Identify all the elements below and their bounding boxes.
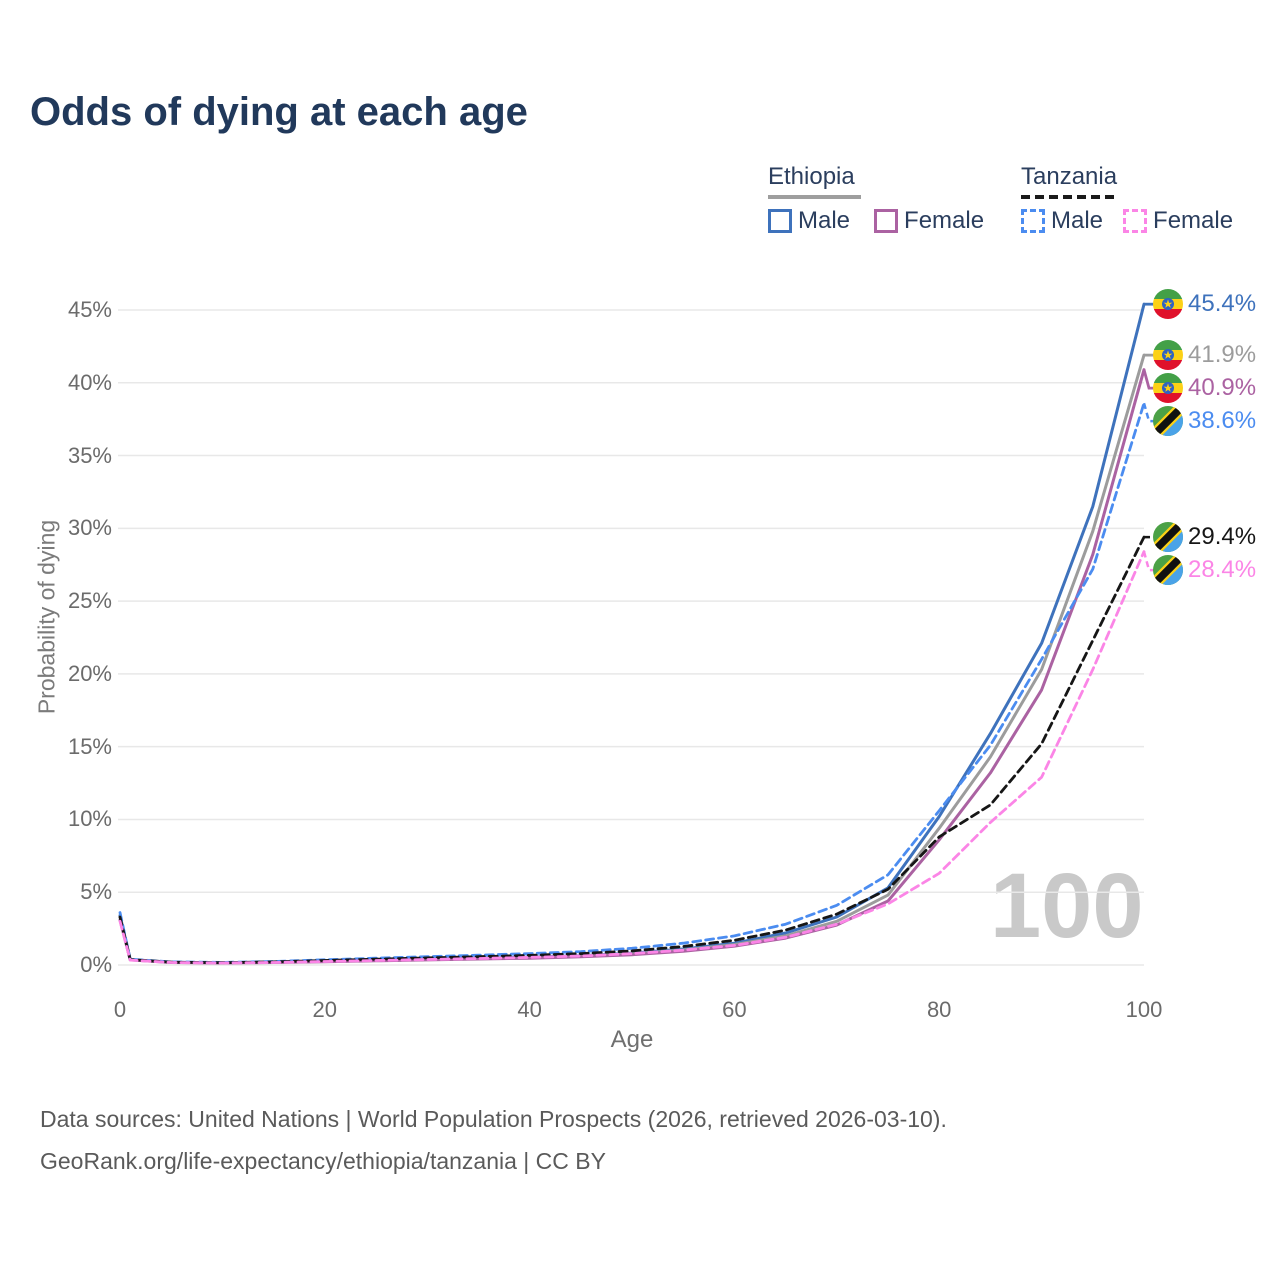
y-tick-label: 5% xyxy=(80,879,112,905)
end-label-tanzania-both: 29.4% xyxy=(1153,522,1257,553)
x-axis-title: Age xyxy=(610,1026,654,1053)
end-label-ethiopia-both: 41.9% xyxy=(1153,340,1257,371)
x-tick-label: 80 xyxy=(926,997,952,1022)
y-tick-label: 15% xyxy=(67,733,112,759)
age-watermark: 100 xyxy=(990,855,1144,957)
tanzania-female-swatch-icon xyxy=(1123,209,1148,233)
legend-item-ethiopia-female[interactable]: Female xyxy=(874,207,984,235)
y-tick-label: 10% xyxy=(67,806,112,832)
x-tick-label: 0 xyxy=(113,997,127,1022)
end-value-ethiopia-female: 40.9% xyxy=(1188,374,1257,402)
legend-group-ethiopia: Ethiopia Male Female xyxy=(768,163,984,235)
end-label-tanzania-male: 38.6% xyxy=(1153,406,1257,437)
tanzania-line-style-swatch xyxy=(1021,195,1119,199)
series-line-ethiopia-both-sexes[interactable] xyxy=(118,353,1146,965)
legend-tanzania-items: Male Female xyxy=(1021,207,1233,235)
ethiopia-flag-icon xyxy=(1153,373,1183,404)
end-value-tanzania-male: 38.6% xyxy=(1188,407,1257,435)
y-tick-label: 30% xyxy=(67,515,112,541)
legend-item-ethiopia-male[interactable]: Male xyxy=(768,207,850,235)
footer-attribution: GeoRank.org/life-expectancy/ethiopia/tan… xyxy=(40,1148,606,1174)
legend-item-tanzania-male[interactable]: Male xyxy=(1021,207,1103,235)
series-line-ethiopia-male[interactable] xyxy=(118,302,1146,965)
legend-ethiopia-title: Ethiopia xyxy=(768,163,855,190)
legend-label-tanzania-female: Female xyxy=(1153,207,1234,234)
end-label-connector xyxy=(1142,551,1155,572)
x-tick-label: 60 xyxy=(722,997,747,1022)
ethiopia-line-style-swatch xyxy=(768,195,861,199)
ethiopia-flag-icon xyxy=(1153,340,1183,371)
y-tick-label: 40% xyxy=(67,369,112,395)
ethiopia-female-swatch-icon xyxy=(874,209,899,233)
y-tick-label: 25% xyxy=(67,588,112,614)
x-tick-label: 20 xyxy=(312,997,338,1022)
legend-ethiopia-header[interactable]: Ethiopia xyxy=(768,163,984,199)
series-line-tanzania-male[interactable] xyxy=(118,401,1146,964)
end-value-tanzania-both: 29.4% xyxy=(1188,523,1257,551)
series-line-tanzania-female[interactable] xyxy=(118,550,1146,965)
footer-sources: Data sources: United Nations | World Pop… xyxy=(40,1106,947,1132)
tanzania-flag-icon xyxy=(1153,406,1183,437)
tanzania-flag-icon xyxy=(1153,522,1183,553)
end-label-ethiopia-female: 40.9% xyxy=(1153,373,1257,404)
end-label-connector xyxy=(1142,402,1155,423)
end-label-tanzania-female: 28.4% xyxy=(1153,555,1257,586)
ethiopia-male-swatch-icon xyxy=(768,209,792,233)
end-value-tanzania-female: 28.4% xyxy=(1188,556,1257,584)
end-label-connector xyxy=(1142,369,1155,390)
tanzania-male-swatch-icon xyxy=(1021,209,1045,233)
legend-item-tanzania-female[interactable]: Female xyxy=(1123,207,1233,235)
end-label-ethiopia-male: 45.4% xyxy=(1153,289,1257,320)
series-line-ethiopia-female[interactable] xyxy=(118,368,1146,965)
legend-label-ethiopia-male: Male xyxy=(798,207,851,234)
tanzania-flag-icon xyxy=(1153,555,1183,586)
x-tick-label: 40 xyxy=(517,997,542,1022)
legend-tanzania-title: Tanzania xyxy=(1021,163,1118,190)
legend-label-ethiopia-female: Female xyxy=(904,207,985,234)
end-value-ethiopia-male: 45.4% xyxy=(1188,290,1257,318)
y-tick-label: 0% xyxy=(80,952,112,977)
chart-title: Odds of dying at each age xyxy=(30,90,528,134)
legend-group-tanzania: Tanzania Male Female xyxy=(1021,163,1233,235)
end-value-ethiopia-both: 41.9% xyxy=(1188,341,1257,369)
legend-ethiopia-items: Male Female xyxy=(768,207,984,235)
y-tick-label: 35% xyxy=(67,442,112,468)
ethiopia-flag-icon xyxy=(1153,289,1183,320)
legend-tanzania-header[interactable]: Tanzania xyxy=(1021,163,1233,199)
x-tick-label: 100 xyxy=(1125,997,1163,1022)
y-tick-label: 45% xyxy=(67,297,112,322)
legend-label-tanzania-male: Male xyxy=(1051,207,1104,234)
y-tick-label: 20% xyxy=(67,660,112,686)
